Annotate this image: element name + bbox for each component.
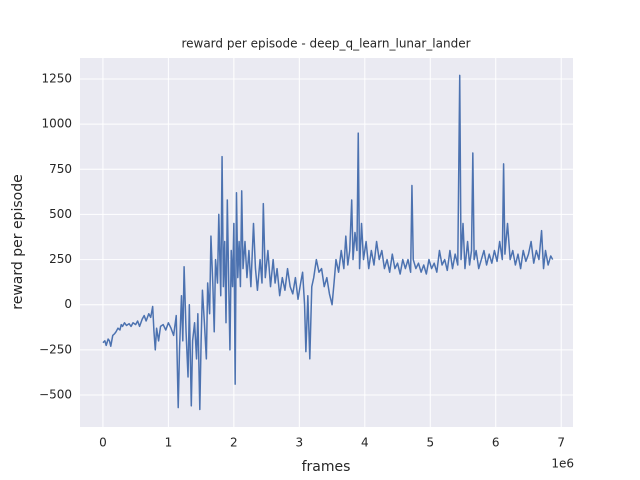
x-offset-label: 1e6: [551, 457, 574, 471]
x-tick-label: 2: [230, 436, 238, 450]
plot-area: [80, 58, 573, 427]
data-line: [102, 74, 554, 411]
x-tick-label: 4: [361, 436, 369, 450]
x-axis-label: frames: [302, 459, 351, 475]
y-tick-label: −250: [39, 342, 72, 356]
y-tick-label: 0: [64, 297, 72, 311]
y-axis-label: reward per episode: [10, 174, 26, 309]
x-tick-label: 6: [492, 436, 500, 450]
y-tick-label: 750: [49, 162, 72, 176]
chart-title: reward per episode - deep_q_learn_lunar_…: [181, 37, 470, 51]
y-tick-label: −500: [39, 388, 72, 402]
marks: [102, 74, 554, 411]
x-tick-label: 3: [296, 436, 304, 450]
y-tick-label: 500: [49, 207, 72, 221]
y-tick-label: 1250: [41, 71, 72, 85]
x-tick-label: 7: [557, 436, 565, 450]
x-tick-label: 1: [165, 436, 173, 450]
y-tick-label: 1000: [41, 117, 72, 131]
y-tick-label: 250: [49, 252, 72, 266]
x-tick-label: 5: [426, 436, 434, 450]
x-tick-label: 0: [99, 436, 107, 450]
